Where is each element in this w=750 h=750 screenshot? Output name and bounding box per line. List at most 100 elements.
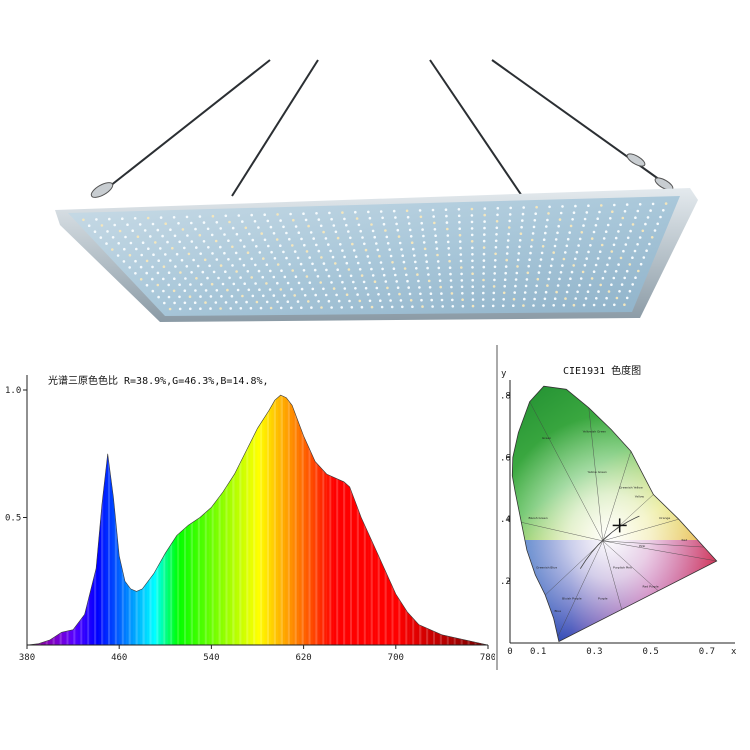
- led-chip: [552, 251, 555, 254]
- led-chip: [331, 255, 335, 259]
- led-chip: [518, 245, 521, 249]
- led-chip: [600, 204, 603, 207]
- led-chip: [297, 281, 301, 285]
- spectrum-band: [75, 395, 78, 645]
- led-chip: [307, 224, 310, 228]
- led-chip: [396, 286, 400, 290]
- led-chip: [572, 211, 576, 214]
- led-chip: [260, 232, 264, 235]
- led-chip: [328, 211, 331, 215]
- spectrum-band: [209, 395, 212, 645]
- led-chip: [202, 240, 206, 243]
- led-chip: [483, 213, 487, 217]
- led-chip: [329, 249, 332, 253]
- spectrum-band: [363, 395, 367, 645]
- led-chip: [533, 297, 536, 301]
- led-chip: [638, 203, 642, 206]
- led-chip: [565, 244, 569, 248]
- spectrum-band: [282, 395, 286, 645]
- spectrum-band: [342, 395, 346, 645]
- led-chip: [162, 277, 165, 281]
- spectrum-band: [462, 395, 466, 645]
- led-chip: [248, 232, 251, 236]
- led-chip: [434, 240, 438, 244]
- led-chip: [178, 295, 181, 299]
- led-chip: [337, 299, 341, 303]
- led-chip: [460, 279, 464, 282]
- led-chip: [159, 216, 163, 219]
- led-chip: [332, 287, 336, 290]
- spectrum-band: [250, 395, 254, 645]
- led-chip: [495, 226, 499, 230]
- cie-chromaticity-point: [612, 518, 627, 533]
- led-chip: [633, 249, 637, 253]
- led-chip: [172, 216, 176, 219]
- led-chip: [587, 250, 590, 254]
- led-chip: [340, 306, 344, 309]
- spectrum-band: [252, 395, 256, 645]
- led-chip: [494, 246, 498, 249]
- led-chip: [215, 258, 219, 261]
- led-chip: [569, 224, 573, 228]
- spectrum-band: [478, 395, 482, 645]
- led-chip: [439, 285, 443, 289]
- led-chip: [341, 280, 344, 284]
- led-chip: [649, 209, 652, 212]
- spectrum-band: [167, 395, 171, 645]
- led-chip: [514, 278, 518, 281]
- led-chip: [215, 289, 219, 292]
- spectrum-band: [54, 395, 58, 645]
- spectrum-band: [375, 395, 378, 645]
- led-chip: [354, 287, 357, 290]
- led-chip: [534, 212, 537, 215]
- spectrum-band: [126, 395, 129, 645]
- led-chip: [389, 299, 392, 302]
- led-chip: [145, 283, 149, 287]
- led-chip: [196, 264, 200, 268]
- led-chip: [395, 222, 398, 226]
- spectrum-band: [446, 395, 450, 645]
- led-chip: [149, 235, 152, 238]
- cie-region-line: [602, 540, 705, 548]
- spectrum-band: [234, 395, 238, 645]
- led-chip: [183, 301, 187, 305]
- spectrum-band: [130, 395, 134, 645]
- led-chip: [412, 247, 415, 251]
- led-chip: [219, 245, 222, 249]
- spectrum-band: [425, 395, 429, 645]
- led-chip: [164, 222, 167, 225]
- spectrum-band: [222, 395, 226, 645]
- led-chip: [538, 264, 542, 268]
- led-chip: [245, 300, 248, 304]
- spectrum-band: [453, 395, 456, 645]
- led-chip: [482, 246, 486, 249]
- led-chip: [223, 233, 226, 236]
- led-chip: [492, 285, 496, 288]
- led-chip: [309, 231, 313, 234]
- cie-title: CIE1931 色度图: [563, 364, 641, 377]
- led-chip: [154, 241, 157, 244]
- led-chip: [623, 210, 627, 213]
- led-chip: [411, 305, 414, 309]
- spectrum-band: [190, 395, 194, 645]
- led-chip: [461, 298, 464, 302]
- spectrum-band: [400, 395, 403, 645]
- spectrum-band: [455, 395, 459, 645]
- spectrum-band: [114, 395, 118, 645]
- led-chip: [166, 240, 169, 244]
- led-chip: [519, 232, 523, 235]
- spectrum-band: [345, 395, 348, 645]
- led-chip: [427, 279, 431, 283]
- led-chip: [156, 228, 160, 232]
- led-chip: [219, 264, 223, 267]
- led-chip: [496, 206, 500, 210]
- led-chip: [351, 242, 354, 246]
- led-chip: [458, 220, 461, 224]
- led-chip: [239, 307, 243, 310]
- spectrum-band: [123, 395, 127, 645]
- led-chip: [409, 299, 413, 302]
- spectrum-band: [146, 395, 150, 645]
- led-chip: [286, 300, 290, 304]
- spectrum-band: [246, 395, 249, 645]
- led-chip: [556, 231, 559, 235]
